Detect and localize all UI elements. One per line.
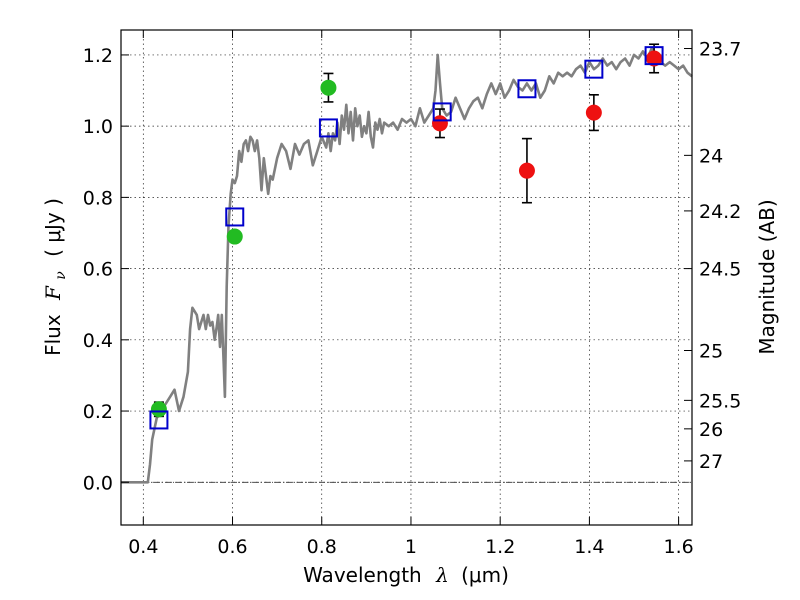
model-photometry-square xyxy=(225,207,245,227)
y2-tick-label: 23.7 xyxy=(699,39,741,61)
plot-frame xyxy=(120,29,693,526)
y-tick-label: 0.8 xyxy=(83,187,113,209)
y-tick-label: 1.2 xyxy=(83,45,113,67)
y2-tick-label: 25.5 xyxy=(699,390,741,412)
model-photometry-square xyxy=(517,79,537,99)
tick-layer xyxy=(121,30,692,525)
y-tick-label: 0.6 xyxy=(83,259,113,281)
x-tick-label: 0.8 xyxy=(307,536,337,558)
x-tick-label: 1.4 xyxy=(574,536,604,558)
x-tick-label: 0.4 xyxy=(128,536,158,558)
x-axis-label-symbol: λ xyxy=(435,563,449,587)
y2-tick-label: 25 xyxy=(699,341,723,363)
x-tick-label: 1.2 xyxy=(485,536,515,558)
x-axis-label-prefix: Wavelength xyxy=(303,563,422,587)
y-axis-label-unit: ( μJy ) xyxy=(41,198,65,257)
x-tick-label: 1.6 xyxy=(664,536,694,558)
y2-tick-label: 26 xyxy=(699,419,723,441)
green-data-point xyxy=(320,79,337,96)
y-axis-label-prefix: Flux xyxy=(41,314,65,356)
red-data-point xyxy=(431,115,448,132)
model-photometry-square xyxy=(584,59,604,79)
y-tick-label: 0.2 xyxy=(83,401,113,423)
green-data-point xyxy=(226,228,243,245)
x-axis-label: Wavelength λ (μm) xyxy=(303,563,509,587)
model-photometry-square xyxy=(149,410,169,430)
x-axis-label-unit: (μm) xyxy=(461,563,509,587)
grid-layer xyxy=(121,30,692,525)
y2-tick-label: 27 xyxy=(699,451,723,473)
y-axis-label-subscript: ν xyxy=(53,271,69,280)
model-photometry-square xyxy=(318,118,338,138)
y2-axis-label: Magnitude (AB) xyxy=(755,199,779,354)
y2-tick-label: 24 xyxy=(699,145,723,167)
green-data-point xyxy=(150,401,167,418)
model-spectrum-line xyxy=(121,46,693,484)
y-axis-label-symbol: F xyxy=(41,285,65,301)
model-photometry-square xyxy=(432,102,452,122)
y2-tick-label: 24.2 xyxy=(699,201,741,223)
y-tick-label: 0.4 xyxy=(83,330,113,352)
x-tick-label: 0.6 xyxy=(217,536,247,558)
red-data-point xyxy=(518,162,535,179)
y-tick-label: 1.0 xyxy=(83,116,113,138)
model-photometry-square xyxy=(644,46,664,66)
tick-label-layer: 0.4 0.6 0.8 1 1.2 1.4 1.6 0.0 0.2 0.4 0.6 0.8 1.0 1.2… xyxy=(83,39,742,558)
x-tick-label: 1 xyxy=(405,536,417,558)
y-axis-label: Flux F ν ( μJy ) xyxy=(41,198,70,356)
y2-tick-label: 24.5 xyxy=(699,259,741,281)
model-spectrum-layer xyxy=(121,46,693,484)
y-tick-label: 0.0 xyxy=(83,472,113,494)
red-data-point xyxy=(585,104,602,121)
photometry-layer xyxy=(149,43,664,430)
